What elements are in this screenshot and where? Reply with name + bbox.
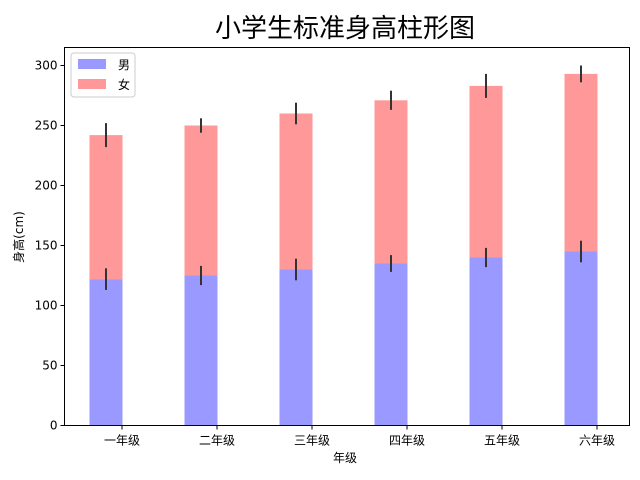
- chart-title: 小学生标准身高柱形图: [215, 14, 475, 44]
- bar-male-1: [89, 279, 123, 426]
- plot-frame: [64, 47, 630, 426]
- bar-male-2: [184, 275, 218, 426]
- y-tick-label: 150: [35, 239, 58, 253]
- legend-swatch-male: [78, 59, 106, 69]
- bar-female-4: [374, 100, 408, 264]
- legend: 男 女: [70, 52, 136, 98]
- x-tick-label: 一年级: [104, 434, 140, 448]
- bar-female-1: [89, 135, 123, 280]
- x-axis-label: 年级: [333, 451, 357, 465]
- bar-female-6: [564, 73, 598, 252]
- bar-male-3: [279, 269, 313, 426]
- x-tick-label: 二年级: [199, 434, 235, 448]
- x-tick-label: 四年级: [389, 434, 425, 448]
- legend-label-female: 女: [118, 77, 130, 92]
- bars-group: [89, 73, 598, 426]
- legend-swatch-female: [78, 79, 106, 89]
- x-axis: 一年级 二年级 三年级 四年级 五年级 六年级: [104, 425, 615, 448]
- y-axis: 0 50 100 150 200 250 300: [35, 59, 65, 433]
- y-tick-label: 250: [35, 119, 58, 133]
- y-tick-label: 300: [35, 59, 58, 73]
- bar-male-5: [469, 257, 503, 426]
- y-axis-label: 身高(cm): [11, 211, 26, 263]
- x-tick-label: 五年级: [484, 434, 520, 448]
- bar-female-5: [469, 85, 503, 258]
- x-tick-label: 六年级: [579, 434, 615, 448]
- error-bars-group: [105, 65, 582, 290]
- bar-male-4: [374, 263, 408, 426]
- y-tick-label: 0: [50, 419, 58, 433]
- y-tick-label: 50: [42, 359, 57, 373]
- bar-male-6: [564, 251, 598, 426]
- bar-female-3: [279, 113, 313, 270]
- bar-female-2: [184, 125, 218, 276]
- legend-label-male: 男: [118, 58, 130, 72]
- y-tick-label: 200: [35, 179, 58, 193]
- x-tick-label: 三年级: [294, 434, 330, 448]
- y-tick-label: 100: [35, 299, 58, 313]
